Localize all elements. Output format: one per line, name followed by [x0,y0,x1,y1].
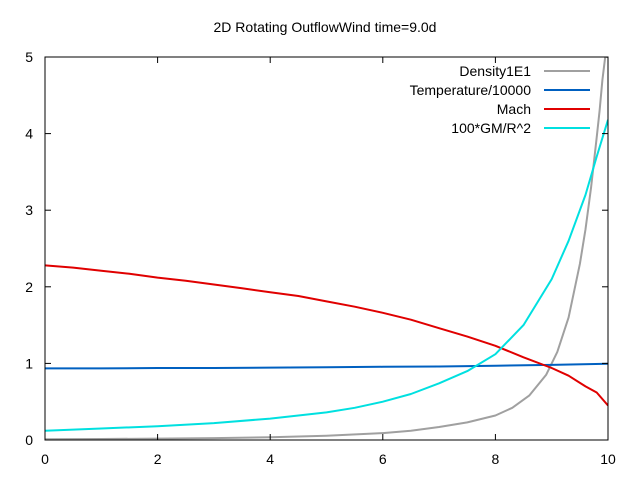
legend-label: Mach [497,101,531,117]
ticks-layer: 0 2 4 6 8 10 0 1 2 3 4 5 [25,49,616,467]
x-tick-label: 8 [492,451,500,467]
y-tick-label: 1 [25,355,33,371]
y-tick-label: 4 [25,126,33,142]
y-tick-label: 5 [25,49,33,65]
axes-layer [44,56,609,441]
legend: Density1E1 Temperature/10000 Mach 100*GM/R^… [410,63,590,136]
x-tick-label: 0 [41,451,49,467]
plot-frame [44,56,609,441]
legend-label: Density1E1 [459,63,531,79]
series-layer [45,57,608,440]
x-tick-label: 6 [379,451,387,467]
chart-title: 2D Rotating OutflowWind time=9.0d [214,19,437,35]
legend-label: Temperature/10000 [410,82,532,98]
y-tick-label: 3 [25,202,33,218]
series-line [45,119,608,432]
series-line [45,362,608,370]
y-tick-label: 2 [25,279,33,295]
legend-label: 100*GM/R^2 [451,120,531,136]
x-tick-label: 2 [154,451,162,467]
series-line [45,57,608,440]
series-line [45,264,608,407]
x-tick-label: 4 [266,451,274,467]
y-tick-label: 0 [25,432,33,448]
x-tick-label: 10 [600,451,616,467]
